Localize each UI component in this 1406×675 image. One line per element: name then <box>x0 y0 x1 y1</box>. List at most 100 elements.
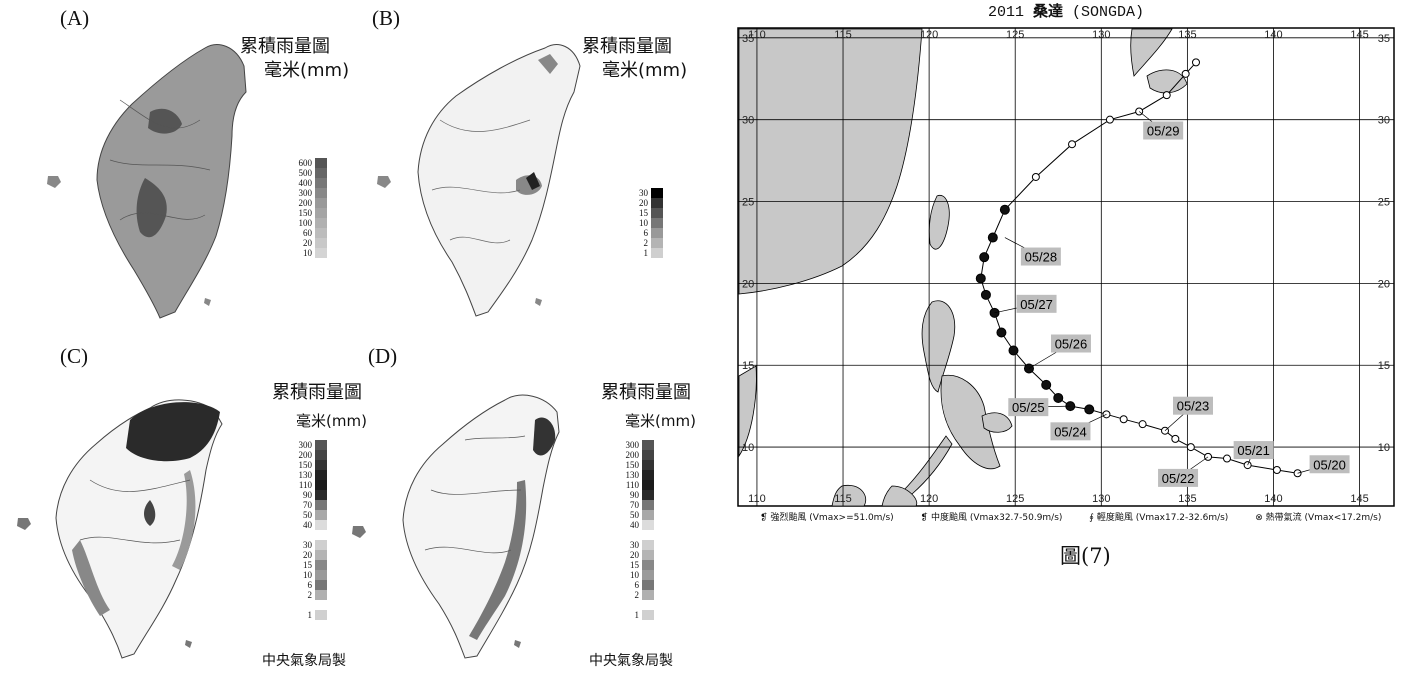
lon-tick-label: 140 <box>1264 493 1282 505</box>
legend-swatch <box>315 520 327 530</box>
legend-row: 40 <box>288 520 327 530</box>
legend-label: 10 <box>639 218 648 228</box>
taiwan-rainfall-map <box>47 44 247 319</box>
rainfall-legend: 300 200 150 130 110 90 70 50 40 30 20 15 10 6 2 1 <box>288 440 327 620</box>
legend-label: 50 <box>630 510 639 520</box>
legend-row: 15 <box>615 560 654 570</box>
legend-row: 50 <box>288 510 327 520</box>
panel-d: (D) 累積雨量圖 毫米(mm) 300 200 150 130 110 90 70 50 40… <box>345 340 705 675</box>
legend-label: 1 <box>634 610 640 620</box>
legend-swatch <box>651 198 663 208</box>
legend-swatch <box>315 500 327 510</box>
legend-label: 130 <box>625 470 640 480</box>
legend-row: 15 <box>288 560 327 570</box>
legend-label: 6 <box>643 228 649 238</box>
track-point <box>1008 345 1019 356</box>
date-label-box <box>1016 294 1057 313</box>
legend-label: 10 <box>303 248 312 258</box>
rainfall-legend: 600 500 400 300 200 150 100 60 20 10 <box>288 158 327 258</box>
unit-label: 毫米(mm) <box>264 60 350 81</box>
lat-tick-label: 15 <box>742 360 754 372</box>
lon-tick-label: 135 <box>1178 493 1196 505</box>
legend-label: 50 <box>303 510 312 520</box>
chart-title: 累積雨量圖 <box>240 36 330 57</box>
lat-lon-grid <box>738 28 1394 506</box>
legend-intense: ❡ 強烈颱風 (Vmax>=51.0m/s) <box>760 513 894 523</box>
date-label-box <box>1309 455 1350 474</box>
lon-tick-label: 120 <box>920 493 938 505</box>
legend-label: 90 <box>630 490 639 500</box>
track-point <box>1186 443 1195 452</box>
legend-row: 2 <box>624 238 663 248</box>
legend-row: 10 <box>288 570 327 580</box>
panel-label: (D) <box>368 344 398 368</box>
legend-row: 1 <box>624 248 663 258</box>
title-name: 桑達 <box>1032 2 1063 20</box>
legend-swatch <box>642 480 654 490</box>
legend-row: 10 <box>615 570 654 580</box>
lon-tick-label: 125 <box>1006 29 1024 41</box>
date-label: 05/25 <box>1012 400 1045 415</box>
legend-label: 150 <box>298 460 313 470</box>
legend-row <box>615 600 654 610</box>
legend-label: 300 <box>298 440 313 450</box>
lon-tick-label: 145 <box>1350 29 1368 41</box>
lon-tick-label: 130 <box>1092 29 1110 41</box>
legend-swatch <box>315 510 327 520</box>
chart-title: 累積雨量圖 <box>601 382 691 403</box>
lon-tick-label: 120 <box>920 29 938 41</box>
legend-swatch <box>315 600 327 610</box>
legend-label: 150 <box>625 460 640 470</box>
legend-label: 300 <box>625 440 640 450</box>
legend-swatch <box>642 590 654 600</box>
track-point <box>996 327 1007 338</box>
legend-swatch <box>315 188 327 198</box>
legend-row: 150 <box>288 208 327 218</box>
legend-row: 70 <box>615 500 654 510</box>
lat-tick-label: 30 <box>742 115 754 127</box>
legend-row: 300 <box>615 440 654 450</box>
legend-row: 30 <box>288 540 327 550</box>
legend-row: 500 <box>288 168 327 178</box>
legend-swatch <box>315 450 327 460</box>
legend-swatch <box>642 460 654 470</box>
legend-row <box>288 600 327 610</box>
track-point <box>979 252 990 263</box>
legend-row: 150 <box>288 460 327 470</box>
track-point <box>1138 420 1147 429</box>
legend-row: 20 <box>288 550 327 560</box>
legend-swatch <box>315 580 327 590</box>
panel-label: (C) <box>60 344 88 368</box>
legend-row: 300 <box>288 188 327 198</box>
lat-tick-label: 30 <box>1378 115 1390 127</box>
legend-swatch <box>315 248 327 258</box>
legend-row: 40 <box>615 520 654 530</box>
legend-swatch <box>315 440 327 450</box>
axis-tick-labels: 110 110 115 115 120 120 125 125 130 130 135 135 140 1… <box>742 29 1390 505</box>
legend-label: 6 <box>634 580 640 590</box>
taiwan-rainfall-map <box>17 399 223 659</box>
panel-a: (A) 累積雨量圖 毫米(mm) 600 500 400 300 200 150 100 60… <box>0 0 360 330</box>
legend-label: 500 <box>298 168 313 178</box>
legend-label: 150 <box>298 208 313 218</box>
panel-label: (B) <box>372 6 400 30</box>
lon-tick-label: 125 <box>1006 493 1024 505</box>
legend-swatch <box>315 550 327 560</box>
legend-row: 2 <box>615 590 654 600</box>
legend-row: 10 <box>624 218 663 228</box>
date-label-box <box>1050 334 1091 353</box>
legend-swatch <box>315 158 327 168</box>
lon-tick-label: 140 <box>1264 29 1282 41</box>
legend-swatch <box>315 238 327 248</box>
legend-label: 110 <box>298 480 312 490</box>
lon-tick-label: 110 <box>748 29 766 41</box>
unit-label: 毫米(mm) <box>296 412 367 430</box>
legend-swatch <box>315 610 327 620</box>
lon-tick-label: 115 <box>834 493 852 505</box>
track-map-title: 2011 桑達 (SONGDA) <box>738 0 1394 21</box>
legend-row: 70 <box>288 500 327 510</box>
legend-row: 10 <box>288 248 327 258</box>
date-label: 05/26 <box>1055 336 1088 351</box>
legend-row: 90 <box>615 490 654 500</box>
legend-label: 30 <box>303 540 312 550</box>
